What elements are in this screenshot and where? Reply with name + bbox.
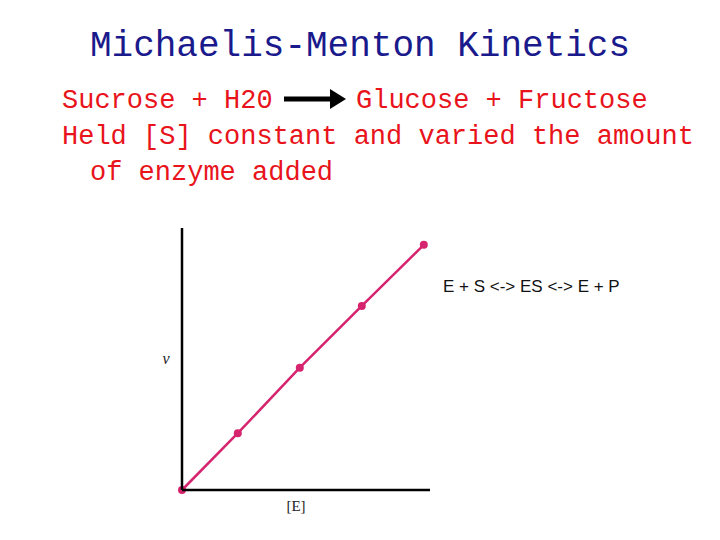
plot-area	[178, 241, 428, 494]
slide: Michaelis-Menton Kinetics Sucrose + H20 Gl…	[0, 0, 720, 540]
data-point	[420, 241, 428, 249]
data-line	[182, 245, 424, 490]
data-point	[296, 364, 304, 372]
reaction-arrow	[284, 89, 346, 109]
annotation: E + S <-> ES <-> E + P	[443, 277, 620, 296]
background	[0, 0, 720, 540]
data-point	[234, 429, 242, 437]
y-axis	[181, 228, 184, 490]
x-axis-label: [E]	[286, 498, 305, 514]
page: Michaelis-Menton Kinetics Sucrose + H20 Gl…	[0, 0, 720, 540]
title: Michaelis-Menton Kinetics	[90, 26, 630, 67]
reactants: Sucrose + H20	[62, 86, 273, 116]
products: Glucose + Fructose	[356, 86, 648, 116]
y-axis-label: v	[162, 350, 170, 367]
chart: [E] v E + S <-> ES <-> E + P	[162, 228, 619, 514]
data-point	[358, 302, 366, 310]
body-line: of enzyme added	[90, 158, 333, 188]
x-axis	[182, 489, 430, 492]
arrow-head	[330, 89, 346, 109]
arrow-shaft	[284, 97, 332, 102]
body-line: Held [S] constant and varied the amount	[62, 122, 694, 152]
